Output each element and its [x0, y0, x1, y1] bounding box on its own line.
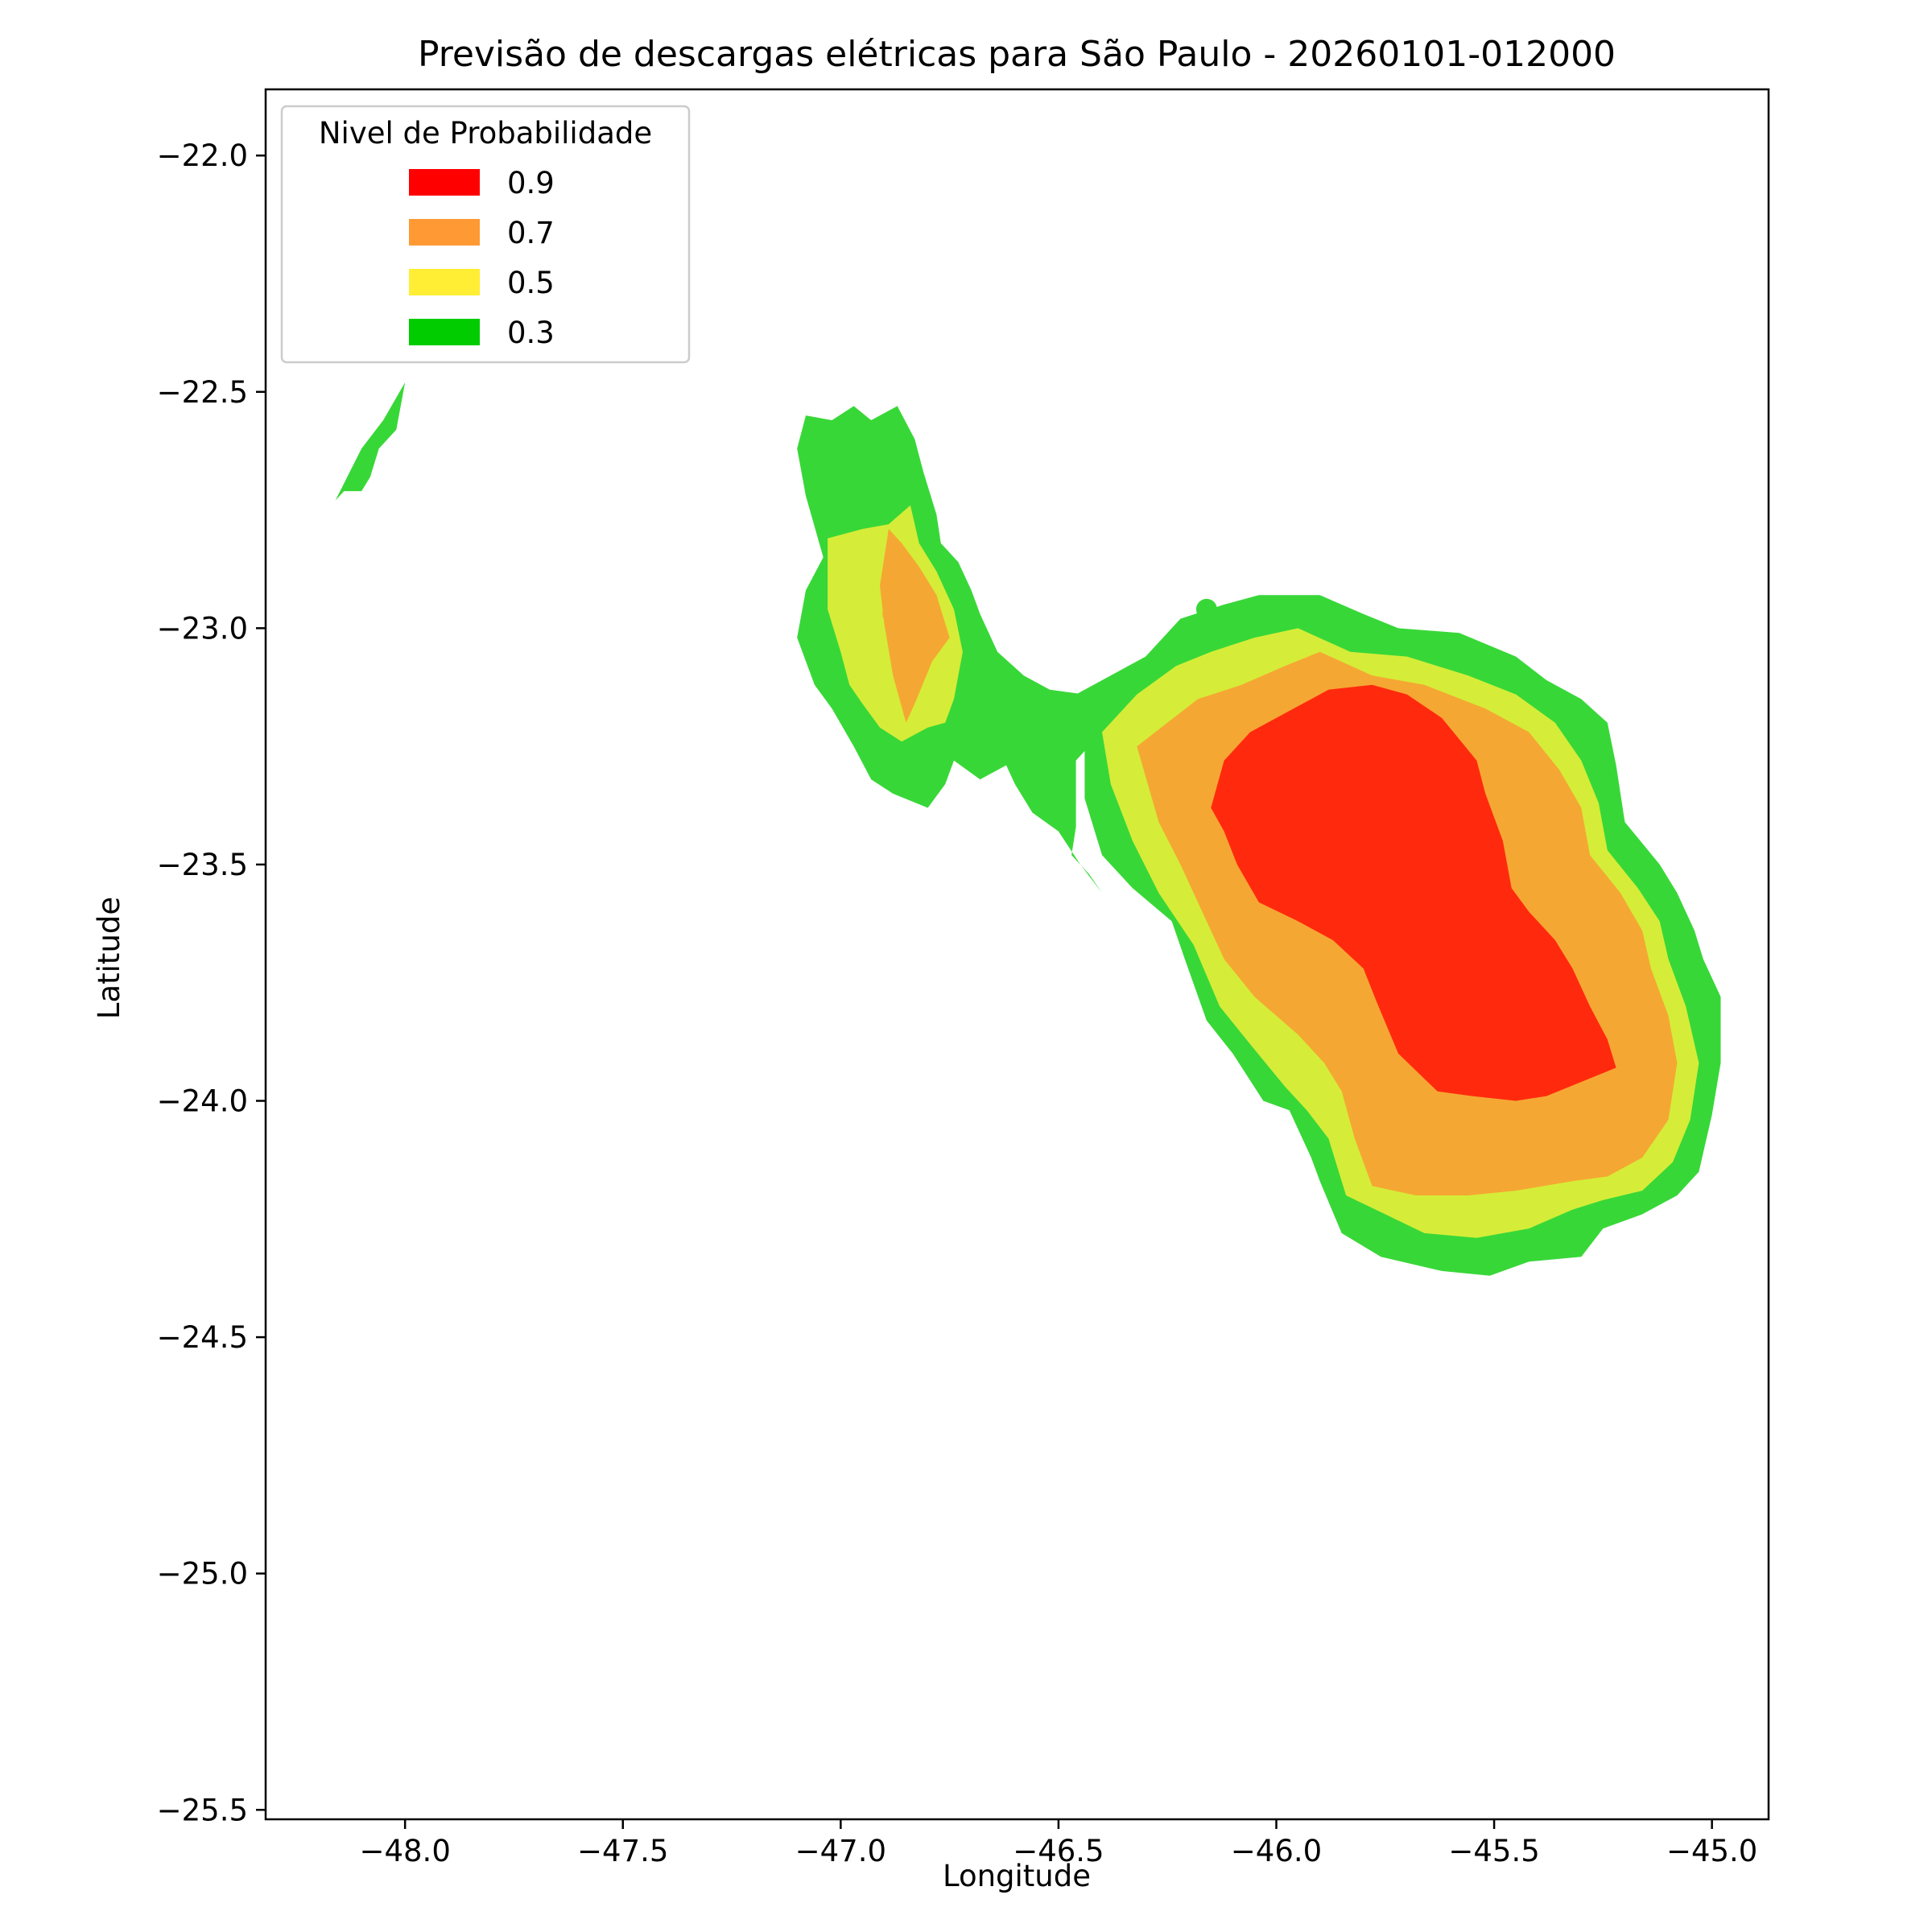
x-tick-label: −45.5 — [1448, 1834, 1539, 1868]
y-tick-label: −25.5 — [157, 1793, 248, 1827]
legend-label: 0.3 — [507, 316, 555, 350]
legend-label: 0.7 — [507, 216, 555, 250]
contour-markers — [882, 598, 1217, 625]
y-tick-label: −22.5 — [157, 375, 248, 410]
plot-frame — [264, 88, 1770, 1821]
y-tick-label: −22.0 — [157, 138, 248, 173]
legend-box — [280, 105, 691, 364]
contour-regions — [335, 382, 1721, 1276]
contour-marker-1 — [1195, 598, 1217, 620]
legend-label: 0.9 — [507, 166, 555, 200]
legend-swatch — [409, 219, 480, 246]
chart-title: Previsão de descargas elétricas para São… — [418, 34, 1616, 75]
y-tick-label: −23.5 — [157, 848, 248, 882]
y-axis-title: Latitude — [92, 897, 126, 1019]
y-tick-label: −24.0 — [157, 1084, 248, 1119]
legend-swatch — [409, 319, 480, 345]
x-tick-label: −46.0 — [1231, 1834, 1322, 1868]
x-axis: −48.0 −47.5 −47.0 −46.5 −46.0 −45.5 −45.0 — [359, 1819, 1757, 1868]
legend-title: Nivel de Probabilidade — [319, 116, 652, 151]
x-tick-label: −47.5 — [577, 1834, 668, 1868]
contour-marker-0 — [882, 603, 904, 625]
y-tick-label: −23.0 — [157, 611, 248, 646]
y-axis: −22.0 −22.5 −23.0 −23.5 −24.0 −24.5 −25.0 −25.5 — [157, 138, 266, 1827]
legend-swatch — [409, 169, 480, 196]
y-tick-label: −25.0 — [157, 1557, 248, 1591]
contour-region-west-cell-core — [880, 529, 950, 723]
contour-region-nw-streak — [335, 382, 406, 501]
x-tick-label: −45.0 — [1666, 1834, 1757, 1868]
x-axis-title: Longitude — [943, 1859, 1091, 1893]
x-tick-label: −46.5 — [1013, 1834, 1104, 1868]
x-tick-label: −48.0 — [359, 1834, 450, 1868]
contour-region-east-cell-core — [1211, 684, 1616, 1101]
legend-label: 0.5 — [507, 266, 555, 300]
legend: Nivel de Probabilidade 0.9 0.7 0.5 0.3 — [280, 105, 691, 364]
legend-swatch — [409, 269, 480, 295]
y-tick-label: −24.5 — [157, 1320, 248, 1355]
x-tick-label: −47.0 — [795, 1834, 886, 1868]
